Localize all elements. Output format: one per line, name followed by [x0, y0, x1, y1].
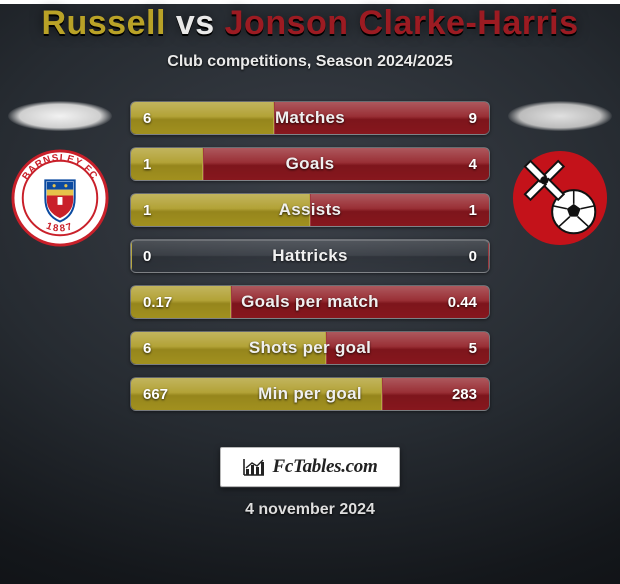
stat-row: 00Hattricks [130, 239, 490, 273]
stat-row: 14Goals [130, 147, 490, 181]
player2-side [500, 101, 620, 247]
stat-label: Min per goal [131, 378, 489, 410]
stat-label: Goals per match [131, 286, 489, 318]
stat-label: Assists [131, 194, 489, 226]
brand-chart-icon [243, 458, 265, 476]
barnsley-crest-icon: BARNSLEY FC 1887 [11, 149, 109, 247]
player1-side: BARNSLEY FC 1887 [0, 101, 120, 247]
subtitle: Club competitions, Season 2024/2025 [0, 53, 620, 71]
stat-label: Matches [131, 102, 489, 134]
brand-text: FcTables.com [273, 456, 378, 478]
title-player2: Jonson Clarke-Harris [225, 4, 579, 42]
date-text: 4 november 2024 [0, 501, 620, 519]
player2-silhouette-placeholder [508, 101, 612, 131]
stat-label: Shots per goal [131, 332, 489, 364]
title-player1: Russell [41, 4, 165, 42]
rotherham-crest-icon [511, 149, 609, 247]
stat-row: 11Assists [130, 193, 490, 227]
stat-row: 667283Min per goal [130, 377, 490, 411]
stat-label: Hattricks [131, 240, 489, 272]
comparison-arena: BARNSLEY FC 1887 [0, 101, 620, 441]
stat-label: Goals [131, 148, 489, 180]
stat-bars: 69Matches 14Goals 11Assists 00Hattricks 0.17… [130, 101, 490, 423]
player1-silhouette-placeholder [8, 101, 112, 131]
title-vs: vs [176, 4, 215, 42]
brand-badge: FcTables.com [220, 447, 401, 487]
stat-row: 0.170.44Goals per match [130, 285, 490, 319]
page-title: Russell vs Jonson Clarke-Harris [0, 4, 620, 43]
stat-row: 65Shots per goal [130, 331, 490, 365]
stat-row: 69Matches [130, 101, 490, 135]
